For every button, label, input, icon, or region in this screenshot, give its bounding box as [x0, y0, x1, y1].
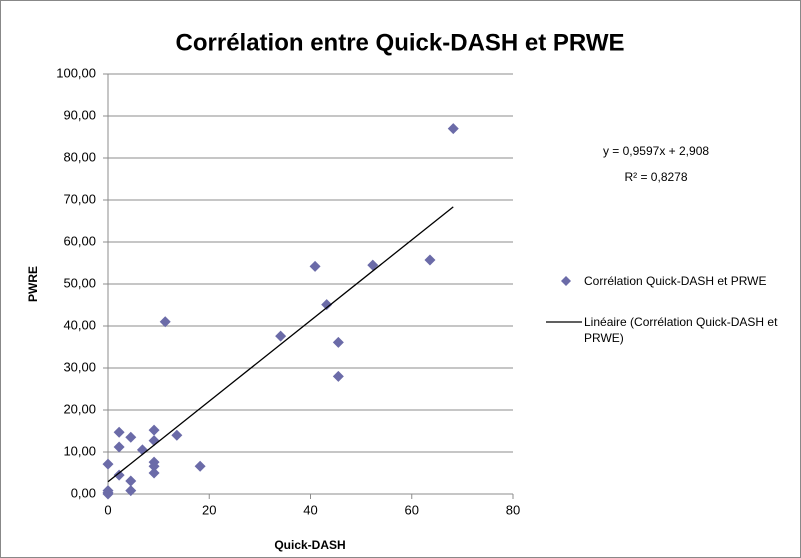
x-tick-label: 80	[506, 502, 520, 517]
data-point	[171, 429, 183, 441]
x-tick-label: 20	[202, 502, 216, 517]
x-tick-label: 60	[405, 502, 419, 517]
data-point	[148, 424, 160, 436]
legend-marker	[561, 276, 571, 286]
y-tick-label: 60,00	[63, 233, 96, 248]
y-tick-label: 70,00	[63, 191, 96, 206]
y-tick-label: 0,00	[71, 485, 96, 500]
data-point	[113, 469, 125, 481]
y-tick-label: 90,00	[63, 107, 96, 122]
data-point	[125, 485, 137, 497]
data-point	[424, 254, 436, 266]
data-point	[332, 370, 344, 382]
y-tick-label: 10,00	[63, 443, 96, 458]
y-tick-label: 80,00	[63, 149, 96, 164]
y-tick-label: 20,00	[63, 401, 96, 416]
data-point	[309, 260, 321, 272]
data-point	[332, 336, 344, 348]
data-point	[125, 475, 137, 487]
legend-label: Corrélation Quick-DASH et PRWE	[584, 274, 767, 288]
data-point	[321, 299, 333, 311]
legend-label: Linéaire (Corrélation Quick-DASH et PRWE…	[584, 315, 778, 345]
data-point	[148, 467, 160, 479]
y-tick-label: 100,00	[56, 65, 96, 80]
x-tick-label: 40	[303, 502, 317, 517]
y-tick-label: 40,00	[63, 317, 96, 332]
equation: y = 0,9597x + 2,908	[603, 144, 709, 158]
trendline	[107, 206, 454, 483]
data-point	[113, 441, 125, 453]
data-point	[148, 460, 160, 472]
y-axis-label: PWRE	[26, 266, 40, 302]
data-point	[125, 431, 137, 443]
data-point	[194, 460, 206, 472]
data-point	[447, 123, 459, 135]
r-squared: R² = 0,8278	[624, 170, 687, 184]
x-axis-label: Quick-DASH	[274, 538, 345, 552]
data-point	[113, 426, 125, 438]
y-tick-label: 30,00	[63, 359, 96, 374]
data-point	[102, 485, 114, 497]
data-point	[102, 458, 114, 470]
x-tick-label: 0	[104, 502, 111, 517]
y-tick-label: 50,00	[63, 275, 96, 290]
data-point	[275, 330, 287, 342]
data-point	[367, 259, 379, 271]
data-point	[159, 316, 171, 328]
chart-title: Corrélation entre Quick-DASH et PRWE	[176, 29, 625, 56]
